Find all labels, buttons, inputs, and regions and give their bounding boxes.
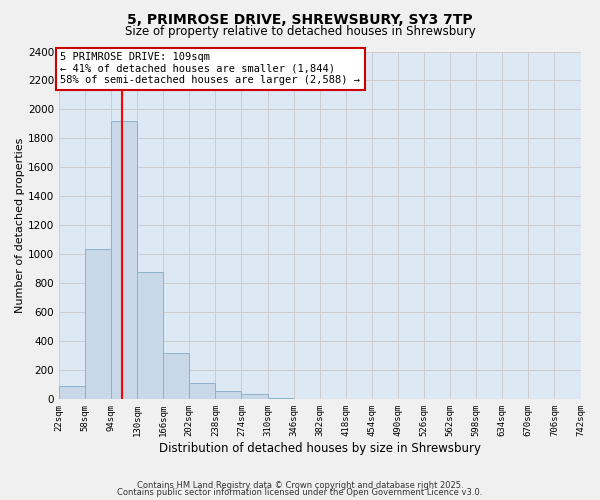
Bar xyxy=(215,392,241,400)
Bar xyxy=(293,398,320,400)
Bar xyxy=(85,248,111,400)
Bar xyxy=(189,382,215,400)
Text: 5 PRIMROSE DRIVE: 109sqm
← 41% of detached houses are smaller (1,844)
58% of sem: 5 PRIMROSE DRIVE: 109sqm ← 41% of detach… xyxy=(61,52,361,86)
Bar xyxy=(59,386,85,400)
Text: Size of property relative to detached houses in Shrewsbury: Size of property relative to detached ho… xyxy=(125,25,475,38)
Text: Contains public sector information licensed under the Open Government Licence v3: Contains public sector information licen… xyxy=(118,488,482,497)
X-axis label: Distribution of detached houses by size in Shrewsbury: Distribution of detached houses by size … xyxy=(158,442,481,455)
Y-axis label: Number of detached properties: Number of detached properties xyxy=(15,138,25,313)
Text: Contains HM Land Registry data © Crown copyright and database right 2025.: Contains HM Land Registry data © Crown c… xyxy=(137,480,463,490)
Bar xyxy=(163,353,189,400)
Bar xyxy=(137,272,163,400)
Bar xyxy=(111,121,137,400)
Bar xyxy=(241,394,268,400)
Text: 5, PRIMROSE DRIVE, SHREWSBURY, SY3 7TP: 5, PRIMROSE DRIVE, SHREWSBURY, SY3 7TP xyxy=(127,12,473,26)
Bar xyxy=(268,398,293,400)
